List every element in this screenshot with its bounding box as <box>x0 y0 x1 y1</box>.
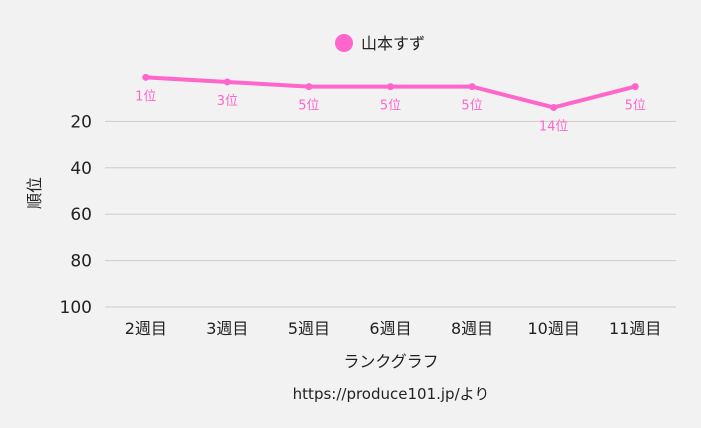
data-point[interactable] <box>305 83 313 91</box>
source-note: https://produce101.jp/より <box>293 385 490 403</box>
data-point[interactable] <box>550 103 558 111</box>
x-tick-label: 8週目 <box>451 319 493 338</box>
data-label-layer: 1位 3位 5位 5位 5位 14位 5位 <box>135 89 646 134</box>
data-point[interactable] <box>142 73 150 81</box>
x-tick-label: 6週目 <box>369 319 411 338</box>
data-label: 5位 <box>298 99 319 114</box>
x-axis-title: ランクグラフ <box>343 352 438 371</box>
data-label: 3位 <box>217 94 238 109</box>
x-tick-label: 2週目 <box>125 319 167 338</box>
data-point[interactable] <box>468 83 476 91</box>
y-tick-label: 100 <box>60 298 92 318</box>
x-tick-label: 10週目 <box>527 319 579 338</box>
y-tick-labels: 20 40 60 80 100 <box>60 112 92 318</box>
y-tick-label: 80 <box>70 252 92 272</box>
data-point[interactable] <box>223 78 231 86</box>
y-tick-label: 60 <box>70 205 92 225</box>
legend[interactable]: 山本すず <box>335 34 425 53</box>
legend-label: 山本すず <box>361 34 425 53</box>
data-label: 1位 <box>135 89 156 104</box>
x-tick-label: 11週目 <box>609 319 661 338</box>
x-tick-label: 3週目 <box>206 319 248 338</box>
x-tick-label: 5週目 <box>288 319 330 338</box>
y-axis-title: 順位 <box>25 177 44 209</box>
data-label: 5位 <box>380 99 401 114</box>
series-layer <box>142 73 639 111</box>
data-label: 5位 <box>461 99 482 114</box>
y-tick-label: 20 <box>70 112 92 132</box>
x-tick-labels: 2週目 3週目 5週目 6週目 8週目 10週目 11週目 <box>125 319 662 338</box>
data-point[interactable] <box>387 83 394 91</box>
grid-layer <box>105 120 676 308</box>
y-tick-label: 40 <box>70 159 92 179</box>
data-label: 14位 <box>539 119 569 134</box>
data-point[interactable] <box>631 83 639 91</box>
data-label: 5位 <box>625 99 646 114</box>
legend-marker <box>335 34 353 52</box>
